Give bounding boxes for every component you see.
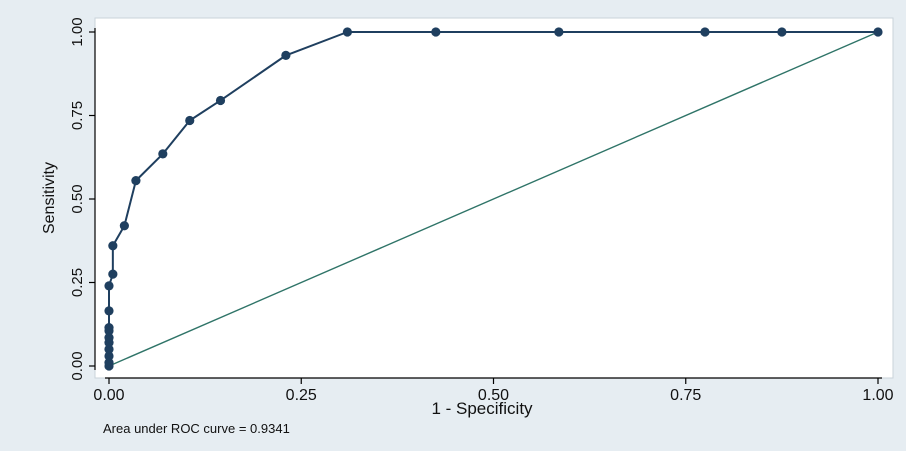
reference-line xyxy=(108,31,879,367)
y-tick-label: 0.25 xyxy=(69,268,86,297)
y-tick-label: 1.00 xyxy=(69,17,86,46)
x-tick-label: 0.00 xyxy=(93,387,124,404)
roc-point xyxy=(104,322,114,333)
roc-point xyxy=(342,27,352,37)
x-tick-label: 0.25 xyxy=(286,387,317,404)
roc-point xyxy=(215,95,226,106)
roc-point xyxy=(281,50,291,60)
axis-layer: 0.00 0.25 0.50 0.75 1.00 0.00 0.25 0.50 0.75 1.00 xyxy=(69,17,894,404)
roc-point xyxy=(108,269,118,279)
roc-marker-layer xyxy=(104,27,883,371)
reference-layer xyxy=(108,31,879,367)
roc-point xyxy=(104,344,114,354)
roc-point xyxy=(104,281,114,291)
roc-point xyxy=(700,27,710,37)
roc-point xyxy=(119,221,129,231)
auc-annotation: Area under ROC curve = 0.9341 xyxy=(103,421,290,436)
roc-point xyxy=(104,351,114,361)
roc-point xyxy=(131,176,141,186)
roc-point xyxy=(777,27,787,37)
y-tick-label: 0.75 xyxy=(69,101,86,130)
x-tick-label: 0.50 xyxy=(478,387,509,404)
roc-point xyxy=(185,115,195,126)
roc-point xyxy=(104,333,114,343)
x-tick-label: 1.00 xyxy=(862,387,893,404)
roc-point xyxy=(873,27,883,37)
roc-point xyxy=(104,306,114,316)
y-tick-label: 0.00 xyxy=(69,351,86,380)
x-tick-label: 0.75 xyxy=(670,387,701,404)
roc-point xyxy=(108,241,118,251)
x-axis-label: 1 - Specificity xyxy=(431,399,533,418)
plot-area xyxy=(94,17,894,379)
y-tick-label: 0.50 xyxy=(69,184,86,213)
y-axis-label: Sensitivity xyxy=(41,162,58,234)
roc-point xyxy=(158,149,168,159)
roc-point xyxy=(104,358,114,368)
roc-point xyxy=(554,27,564,37)
roc-point xyxy=(431,27,441,37)
